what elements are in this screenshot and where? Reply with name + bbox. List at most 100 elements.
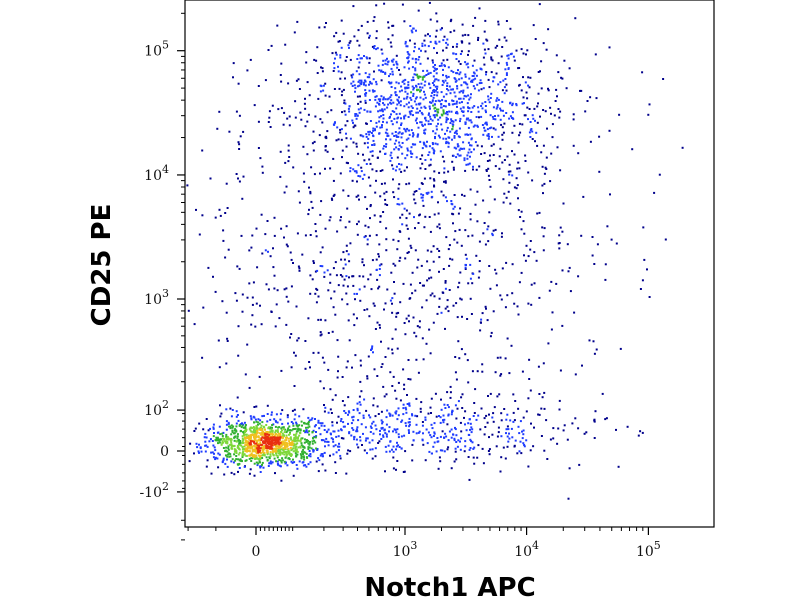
data-point — [499, 118, 502, 121]
data-point — [434, 142, 437, 145]
data-point — [406, 51, 409, 53]
data-point — [225, 428, 228, 431]
data-point — [420, 121, 423, 124]
data-point — [484, 305, 487, 308]
data-point — [289, 442, 292, 444]
data-point — [572, 144, 575, 147]
data-point — [443, 160, 446, 163]
data-point — [577, 152, 580, 155]
data-point — [359, 364, 362, 367]
data-point — [417, 133, 420, 136]
data-point — [399, 216, 402, 219]
data-point — [391, 302, 393, 305]
data-point — [265, 447, 268, 449]
data-point — [238, 114, 241, 117]
data-point — [359, 175, 362, 178]
data-point — [450, 436, 453, 439]
data-point — [379, 215, 382, 218]
data-point — [213, 432, 215, 434]
data-point — [453, 77, 456, 80]
data-point — [351, 427, 354, 430]
data-point — [300, 442, 303, 445]
data-point — [233, 473, 236, 476]
data-point — [442, 105, 445, 107]
data-point — [400, 117, 402, 120]
data-point — [267, 121, 270, 123]
data-point — [456, 132, 458, 135]
data-point — [214, 216, 217, 219]
data-point — [256, 447, 259, 450]
data-point — [443, 171, 446, 174]
data-point — [464, 445, 467, 448]
data-point — [429, 123, 432, 125]
data-point — [469, 155, 471, 158]
data-point — [364, 89, 367, 92]
data-point — [278, 426, 281, 429]
data-point — [378, 440, 381, 443]
data-point — [313, 58, 316, 61]
data-point — [337, 370, 339, 373]
data-point — [478, 116, 480, 119]
data-point — [244, 444, 247, 447]
data-point — [436, 114, 439, 117]
data-point — [410, 110, 413, 113]
data-point — [305, 429, 308, 432]
data-point — [467, 66, 470, 69]
data-point — [519, 216, 522, 218]
data-point — [353, 435, 356, 438]
data-point — [266, 220, 269, 222]
data-point — [533, 282, 536, 285]
data-point — [489, 97, 492, 99]
data-point — [287, 449, 290, 452]
data-point — [561, 269, 564, 272]
data-point — [268, 110, 271, 113]
data-point — [246, 442, 249, 445]
data-point — [648, 296, 651, 298]
data-point — [435, 29, 438, 32]
data-point — [438, 297, 441, 300]
data-point — [281, 436, 284, 439]
data-point — [221, 440, 224, 443]
data-point — [450, 88, 453, 91]
data-point — [254, 418, 257, 421]
data-point — [403, 169, 406, 172]
data-point — [257, 147, 260, 149]
data-point — [573, 311, 576, 314]
data-point — [466, 157, 469, 160]
data-point — [292, 447, 295, 450]
data-point — [490, 58, 493, 61]
data-point — [345, 56, 348, 58]
data-point — [503, 122, 506, 125]
data-point — [460, 244, 463, 247]
data-point — [340, 46, 343, 49]
data-point — [358, 401, 361, 404]
data-point — [315, 59, 318, 62]
data-point — [243, 465, 246, 468]
data-point — [273, 447, 276, 450]
data-point — [294, 440, 297, 443]
data-point — [235, 422, 238, 425]
data-point — [283, 191, 286, 194]
data-point — [339, 131, 342, 134]
data-point — [389, 101, 392, 104]
data-point — [555, 54, 558, 57]
data-point — [297, 427, 300, 430]
data-point — [276, 445, 279, 448]
data-point — [212, 456, 215, 459]
data-point — [295, 432, 298, 435]
data-point — [385, 143, 388, 146]
data-point — [335, 139, 338, 142]
data-point — [469, 133, 472, 136]
data-point — [488, 159, 491, 162]
data-point — [238, 467, 241, 469]
data-point — [374, 455, 377, 458]
data-point — [385, 121, 388, 124]
data-point — [362, 275, 365, 278]
data-point — [512, 411, 515, 414]
data-point — [473, 412, 476, 414]
data-point — [276, 439, 279, 442]
data-point — [384, 470, 386, 473]
data-point — [275, 437, 278, 440]
data-point — [372, 351, 374, 354]
data-point — [210, 451, 213, 454]
